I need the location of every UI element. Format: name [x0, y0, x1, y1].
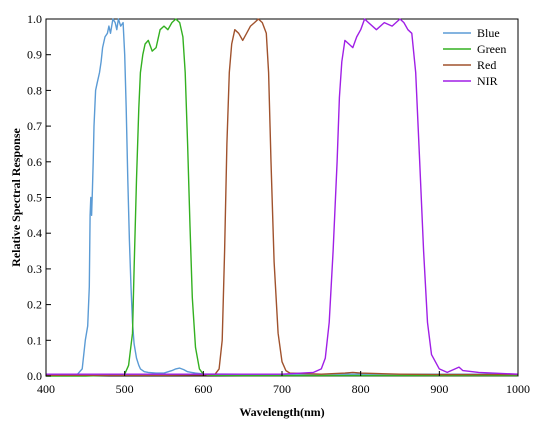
y-tick-label: 0.7	[27, 119, 42, 133]
series-line-red	[46, 18, 518, 376]
y-tick-label: 0.0	[27, 369, 42, 383]
x-axis-ticks: 400 500 600 700 800 900 1000	[37, 371, 530, 396]
x-tick-label: 400	[37, 382, 55, 396]
x-tick-label: 1000	[506, 382, 530, 396]
x-tick-label: 800	[352, 382, 370, 396]
y-tick-label: 0.5	[27, 191, 42, 205]
plot-frame	[45, 18, 519, 377]
y-tick-label: 0.8	[27, 83, 42, 97]
plot-area	[45, 18, 519, 377]
x-tick-label: 500	[116, 382, 134, 396]
y-axis-title: Relative Spectral Response	[9, 128, 23, 267]
legend-label-green: Green	[477, 42, 506, 56]
series-line-nir	[46, 18, 519, 375]
x-axis-title: Wavelength(nm)	[239, 405, 324, 419]
y-tick-label: 0.3	[27, 262, 42, 276]
series-line-green	[46, 18, 518, 377]
legend-label-nir: NIR	[477, 74, 498, 88]
y-tick-label: 0.2	[27, 298, 42, 312]
legend-label-blue: Blue	[477, 26, 500, 40]
series-line-blue	[46, 18, 518, 375]
legend-label-red: Red	[477, 58, 496, 72]
legend: Blue Green Red NIR	[443, 26, 506, 88]
y-tick-label: 0.4	[27, 226, 42, 240]
y-tick-label: 0.1	[27, 333, 42, 347]
x-tick-label: 700	[273, 382, 291, 396]
y-tick-label: 1.0	[27, 12, 42, 26]
x-tick-label: 600	[194, 382, 212, 396]
x-tick-label: 900	[430, 382, 448, 396]
y-tick-label: 0.9	[27, 48, 42, 62]
y-tick-label: 0.6	[27, 155, 42, 169]
y-axis-ticks: 0.0 0.1 0.2 0.3 0.4 0.5 0.6 0.7 0.8 0.9 1.0	[27, 12, 51, 383]
series-group	[46, 18, 519, 377]
